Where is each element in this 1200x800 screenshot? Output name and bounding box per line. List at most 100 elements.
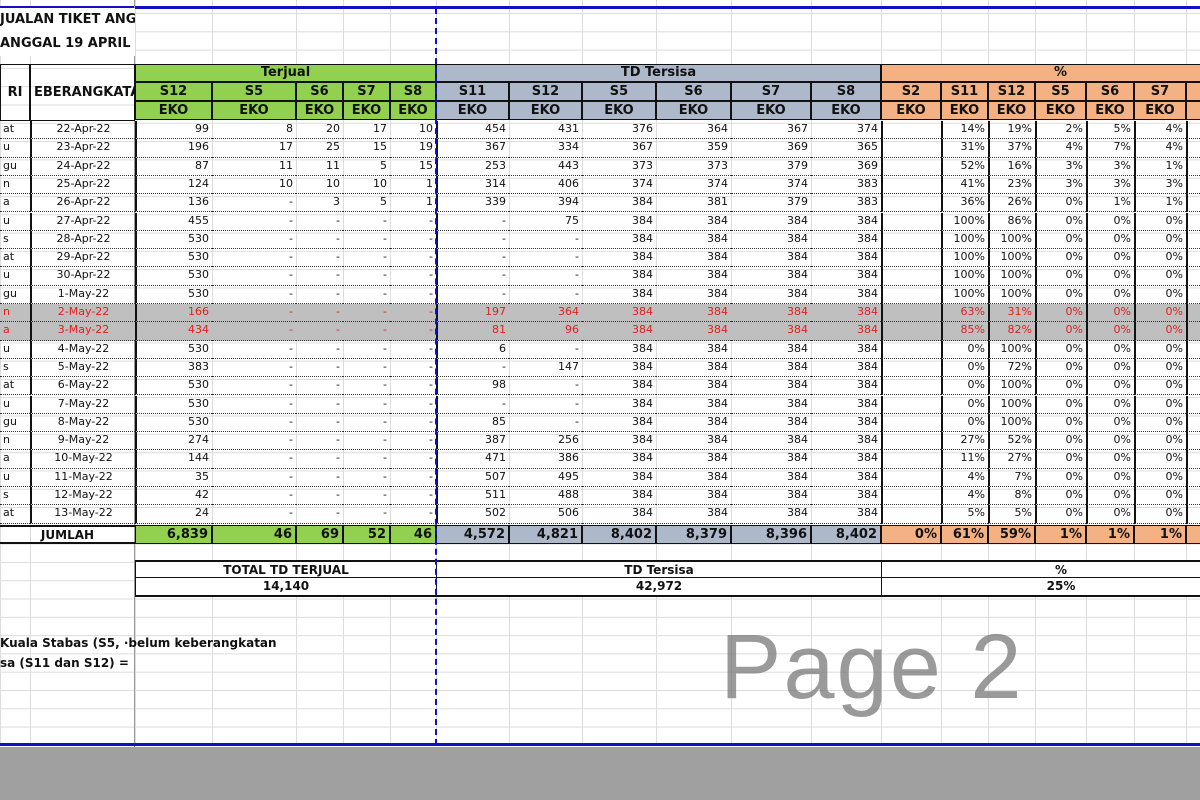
terjual-cell[interactable]: - bbox=[296, 231, 343, 250]
terjual-cell[interactable]: 11 bbox=[296, 158, 343, 176]
terjual-cell[interactable]: - bbox=[343, 450, 390, 469]
tersisa-cell[interactable]: 384 bbox=[811, 450, 881, 469]
tersisa-cell[interactable]: 384 bbox=[811, 359, 881, 378]
percent-cell[interactable]: 3% bbox=[1086, 175, 1134, 195]
tersisa-cell[interactable]: 384 bbox=[731, 469, 811, 487]
percent-cell[interactable]: 4% bbox=[1134, 139, 1186, 158]
terjual-cell[interactable]: - bbox=[212, 304, 296, 323]
tersisa-cell[interactable]: 384 bbox=[656, 414, 731, 433]
percent-cell[interactable] bbox=[881, 505, 941, 524]
terjual-cell[interactable]: 42 bbox=[135, 487, 212, 506]
terjual-cell[interactable]: - bbox=[212, 341, 296, 359]
terjual-cell[interactable]: 434 bbox=[135, 322, 212, 341]
percent-cell[interactable]: 27% bbox=[988, 450, 1035, 469]
percent-cell[interactable]: 1% bbox=[1134, 157, 1186, 176]
tersisa-cell[interactable]: 384 bbox=[731, 359, 811, 378]
percent-cell-partial[interactable] bbox=[1186, 432, 1200, 451]
tersisa-cell[interactable]: - bbox=[509, 377, 582, 396]
terjual-cell[interactable]: - bbox=[343, 414, 390, 433]
day-cell[interactable]: u bbox=[0, 267, 30, 286]
summary-pct-value[interactable]: 25% bbox=[881, 578, 1200, 597]
tersisa-cell[interactable]: 369 bbox=[811, 158, 881, 176]
terjual-cell[interactable]: - bbox=[343, 213, 390, 231]
terjual-cell[interactable]: - bbox=[390, 359, 436, 378]
total-tersisa[interactable]: 4,821 bbox=[509, 524, 582, 544]
percent-cell[interactable]: 0% bbox=[1134, 358, 1186, 378]
percent-cell[interactable]: 100% bbox=[988, 413, 1035, 433]
tersisa-cell[interactable]: 495 bbox=[509, 469, 582, 487]
percent-cell[interactable] bbox=[881, 340, 941, 359]
percent-cell-partial[interactable] bbox=[1186, 230, 1200, 250]
terjual-cell[interactable]: - bbox=[212, 213, 296, 231]
tersisa-cell[interactable]: 384 bbox=[731, 267, 811, 286]
terjual-cell[interactable]: 196 bbox=[135, 139, 212, 158]
percent-cell[interactable]: 5% bbox=[988, 505, 1035, 524]
tersisa-cell[interactable]: 394 bbox=[509, 194, 582, 213]
terjual-cell[interactable]: - bbox=[390, 341, 436, 359]
total-terjual[interactable]: 69 bbox=[296, 524, 343, 544]
terjual-cell[interactable]: - bbox=[296, 377, 343, 396]
terjual-cell[interactable]: 144 bbox=[135, 450, 212, 469]
header-class[interactable]: EKO bbox=[881, 101, 941, 120]
percent-cell[interactable]: 0% bbox=[1134, 395, 1186, 414]
tersisa-cell[interactable]: 381 bbox=[656, 194, 731, 213]
percent-cell[interactable]: 0% bbox=[1086, 377, 1134, 396]
percent-cell-partial[interactable] bbox=[1186, 175, 1200, 195]
tersisa-cell[interactable]: 369 bbox=[731, 139, 811, 158]
date-cell[interactable]: 12-May-22 bbox=[30, 487, 135, 506]
percent-cell-partial[interactable] bbox=[1186, 285, 1200, 304]
tersisa-cell[interactable]: 384 bbox=[811, 249, 881, 268]
tersisa-cell[interactable]: 384 bbox=[582, 432, 656, 451]
total-percent-partial[interactable] bbox=[1186, 524, 1200, 544]
tersisa-cell[interactable]: 384 bbox=[731, 249, 811, 268]
date-cell[interactable]: 28-Apr-22 bbox=[30, 230, 135, 250]
tersisa-cell[interactable]: 364 bbox=[656, 121, 731, 140]
terjual-cell[interactable]: - bbox=[343, 359, 390, 378]
tersisa-cell[interactable]: 384 bbox=[582, 396, 656, 414]
percent-cell[interactable]: 0% bbox=[1035, 322, 1086, 341]
date-cell[interactable]: 9-May-22 bbox=[30, 432, 135, 451]
terjual-cell[interactable]: 11 bbox=[212, 158, 296, 176]
percent-cell[interactable]: 0% bbox=[1035, 468, 1086, 487]
date-cell[interactable]: 3-May-22 bbox=[30, 322, 135, 341]
percent-cell[interactable]: 0% bbox=[1035, 285, 1086, 304]
day-cell[interactable]: s bbox=[0, 487, 30, 506]
tersisa-cell[interactable]: 339 bbox=[436, 194, 509, 213]
header-class[interactable]: EKO bbox=[296, 101, 343, 120]
percent-cell[interactable] bbox=[881, 322, 941, 341]
header-class[interactable]: EKO bbox=[1086, 101, 1134, 120]
percent-cell[interactable]: 0% bbox=[1086, 212, 1134, 231]
header-class[interactable]: EKO bbox=[582, 101, 656, 120]
tersisa-cell[interactable]: 443 bbox=[509, 158, 582, 176]
date-cell[interactable]: 10-May-22 bbox=[30, 450, 135, 469]
percent-cell[interactable] bbox=[881, 358, 941, 378]
date-cell[interactable]: 11-May-22 bbox=[30, 468, 135, 487]
terjual-cell[interactable]: - bbox=[212, 231, 296, 250]
date-cell[interactable]: 24-Apr-22 bbox=[30, 157, 135, 176]
percent-cell[interactable] bbox=[881, 450, 941, 469]
percent-cell[interactable]: 100% bbox=[941, 267, 988, 286]
tersisa-cell[interactable]: 367 bbox=[436, 139, 509, 158]
tersisa-cell[interactable]: 384 bbox=[731, 213, 811, 231]
terjual-cell[interactable]: - bbox=[296, 469, 343, 487]
header-tersisa-S5[interactable]: S5 bbox=[582, 82, 656, 101]
header-percent-S11[interactable]: S11 bbox=[941, 82, 988, 101]
percent-cell[interactable]: 11% bbox=[941, 450, 988, 469]
percent-cell-partial[interactable] bbox=[1186, 450, 1200, 469]
tersisa-cell[interactable]: 379 bbox=[731, 158, 811, 176]
percent-cell[interactable]: 2% bbox=[1035, 121, 1086, 140]
header-class[interactable]: EKO bbox=[390, 101, 436, 120]
percent-cell[interactable]: 100% bbox=[988, 249, 1035, 268]
total-tersisa[interactable]: 8,379 bbox=[656, 524, 731, 544]
date-cell[interactable]: 4-May-22 bbox=[30, 340, 135, 359]
terjual-cell[interactable]: 17 bbox=[212, 139, 296, 158]
tersisa-cell[interactable]: 471 bbox=[436, 450, 509, 469]
tersisa-cell[interactable]: - bbox=[436, 230, 509, 250]
terjual-cell[interactable]: - bbox=[212, 322, 296, 341]
terjual-cell[interactable]: - bbox=[212, 359, 296, 378]
percent-cell-partial[interactable] bbox=[1186, 157, 1200, 176]
percent-cell[interactable]: 100% bbox=[988, 395, 1035, 414]
terjual-cell[interactable]: 530 bbox=[135, 230, 212, 250]
percent-cell[interactable] bbox=[881, 121, 941, 140]
percent-cell[interactable]: 5% bbox=[941, 505, 988, 524]
